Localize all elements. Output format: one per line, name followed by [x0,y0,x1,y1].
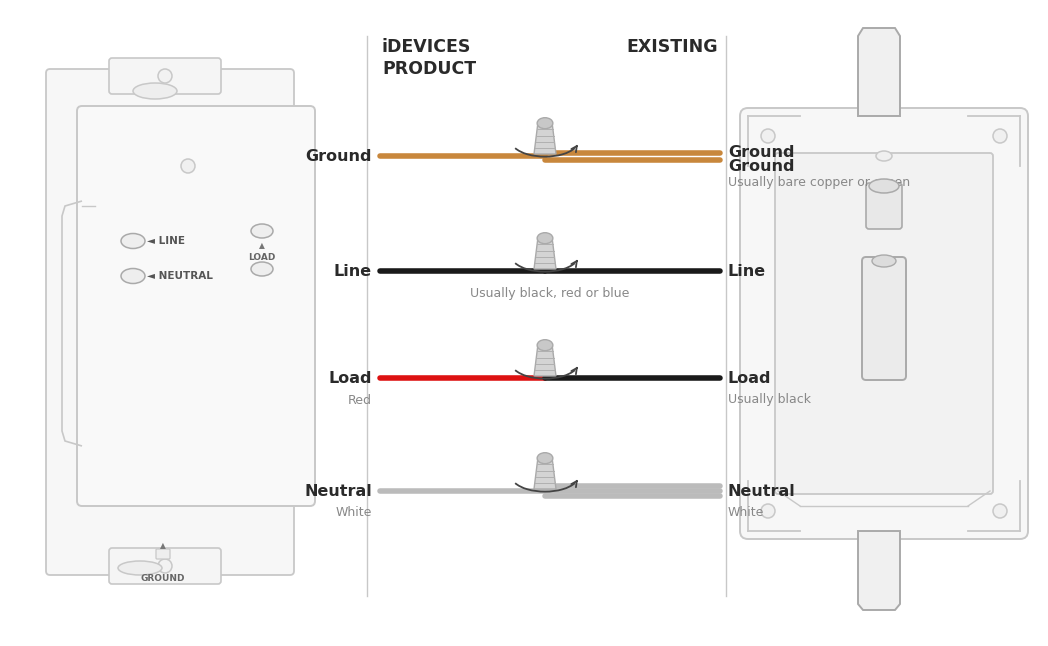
Ellipse shape [252,262,272,276]
FancyBboxPatch shape [77,106,315,506]
Text: ◄ NEUTRAL: ◄ NEUTRAL [147,271,213,281]
FancyBboxPatch shape [109,548,221,584]
Circle shape [158,559,172,573]
Text: Ground: Ground [728,158,794,174]
Polygon shape [534,458,556,489]
Text: White: White [728,506,764,519]
Ellipse shape [876,151,892,161]
Text: Ground: Ground [306,149,372,163]
Ellipse shape [121,269,145,284]
Polygon shape [534,345,556,376]
Text: GROUND: GROUND [140,574,185,583]
Text: Neutral: Neutral [304,483,372,499]
Polygon shape [858,531,900,610]
Circle shape [994,129,1007,143]
Text: Load: Load [328,371,372,386]
Polygon shape [534,238,556,269]
Ellipse shape [133,83,177,99]
FancyBboxPatch shape [109,58,221,94]
Circle shape [158,69,172,83]
Text: Usually bare copper or green: Usually bare copper or green [728,176,910,189]
Text: Ground: Ground [728,145,794,160]
Text: White: White [335,506,372,519]
Circle shape [761,129,776,143]
Ellipse shape [121,233,145,249]
Text: LOAD: LOAD [248,253,276,262]
Text: Neutral: Neutral [728,483,795,499]
Circle shape [761,504,776,518]
Ellipse shape [869,179,899,193]
FancyBboxPatch shape [863,257,907,380]
FancyBboxPatch shape [740,108,1028,539]
Circle shape [181,159,195,173]
Circle shape [994,504,1007,518]
Text: ▲: ▲ [160,541,166,550]
Polygon shape [858,28,900,116]
Text: Line: Line [334,264,372,278]
Ellipse shape [538,453,553,464]
Text: ◄ LINE: ◄ LINE [147,236,185,246]
Polygon shape [534,123,556,154]
Ellipse shape [538,233,553,244]
Text: Usually black, red or blue: Usually black, red or blue [471,286,630,300]
Text: Line: Line [728,264,766,278]
FancyBboxPatch shape [866,183,902,229]
Ellipse shape [118,561,162,575]
Text: iDEVICES
PRODUCT: iDEVICES PRODUCT [383,38,476,78]
Text: Red: Red [348,393,372,406]
FancyBboxPatch shape [46,69,294,575]
FancyBboxPatch shape [156,549,170,559]
Text: Load: Load [728,371,771,386]
Ellipse shape [538,340,553,351]
Ellipse shape [872,255,896,267]
Text: EXISTING: EXISTING [627,38,718,56]
Text: ▲: ▲ [259,241,265,250]
Ellipse shape [252,224,272,238]
Text: Usually black: Usually black [728,393,811,406]
Ellipse shape [538,118,553,129]
FancyBboxPatch shape [776,153,994,494]
